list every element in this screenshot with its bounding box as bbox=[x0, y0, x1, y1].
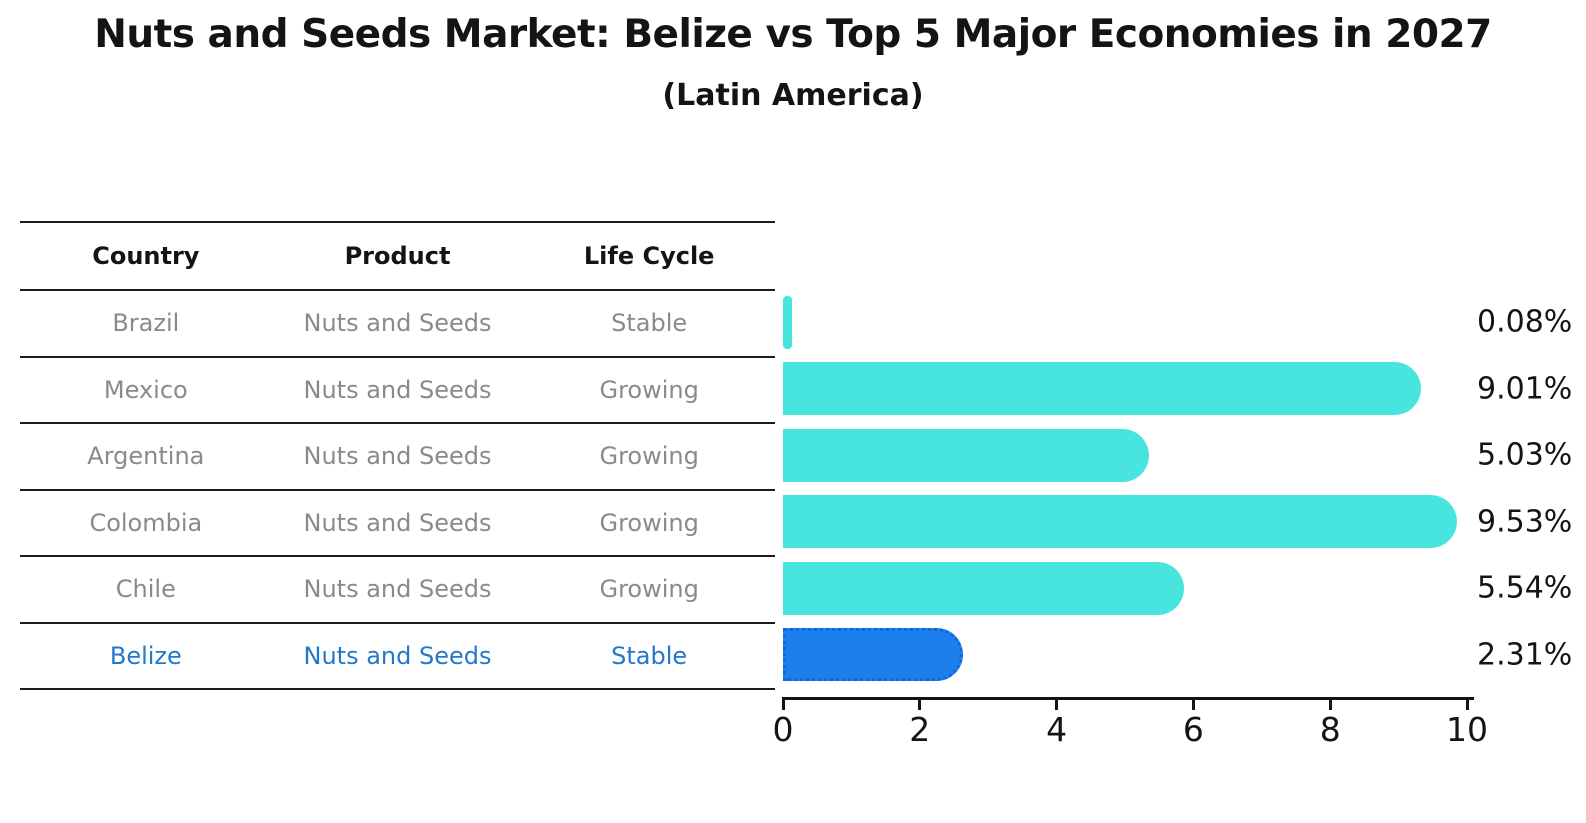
bar-brazil bbox=[783, 295, 793, 349]
chart-title: Nuts and Seeds Market: Belize vs Top 5 M… bbox=[94, 12, 1492, 57]
country-cell: Belize bbox=[109, 641, 182, 670]
col-header-product: Product bbox=[344, 242, 451, 270]
life-cycle-cell: Growing bbox=[599, 442, 699, 471]
x-axis-line bbox=[783, 697, 1474, 700]
country-cell: Brazil bbox=[112, 309, 180, 338]
x-tick-label: 0 bbox=[772, 710, 794, 749]
life-cycle-cell: Growing bbox=[599, 375, 699, 404]
table-row: Mexico Nuts and Seeds Growing bbox=[20, 358, 775, 424]
country-table: Country Product Life Cycle Brazil Nuts an… bbox=[20, 221, 775, 690]
value-label-brazil: 0.08% bbox=[1477, 304, 1573, 340]
table-row: Brazil Nuts and Seeds Stable bbox=[20, 291, 775, 358]
bar-argentina bbox=[783, 428, 1150, 482]
x-tick-label: 10 bbox=[1446, 710, 1488, 749]
bar-chile bbox=[783, 561, 1184, 615]
x-tick-label: 6 bbox=[1182, 710, 1204, 749]
x-tick-label: 2 bbox=[909, 710, 931, 749]
product-cell: Nuts and Seeds bbox=[303, 641, 492, 670]
product-cell: Nuts and Seeds bbox=[303, 375, 492, 404]
table-row: Chile Nuts and Seeds Growing bbox=[20, 557, 775, 624]
value-label-argentina: 5.03% bbox=[1477, 437, 1573, 473]
product-cell: Nuts and Seeds bbox=[303, 309, 492, 338]
chart-subtitle: (Latin America) bbox=[662, 78, 924, 113]
life-cycle-cell: Stable bbox=[611, 641, 688, 670]
table-body: Brazil Nuts and Seeds Stable Mexico Nuts and… bbox=[20, 291, 775, 690]
country-cell: Chile bbox=[115, 575, 176, 604]
table-row: Colombia Nuts and Seeds Growing bbox=[20, 491, 775, 557]
country-cell: Colombia bbox=[89, 508, 203, 537]
product-cell: Nuts and Seeds bbox=[303, 575, 492, 604]
product-cell: Nuts and Seeds bbox=[303, 442, 492, 471]
value-label-chile: 5.54% bbox=[1477, 570, 1573, 606]
value-label-colombia: 9.53% bbox=[1477, 504, 1573, 540]
col-header-life-cycle: Life Cycle bbox=[583, 242, 715, 270]
country-cell: Argentina bbox=[87, 442, 205, 471]
col-header-country: Country bbox=[92, 242, 200, 270]
bar-colombia bbox=[783, 495, 1457, 549]
life-cycle-cell: Growing bbox=[599, 575, 699, 604]
value-label-belize: 2.31% bbox=[1477, 637, 1573, 673]
bar-mexico bbox=[783, 362, 1422, 416]
product-cell: Nuts and Seeds bbox=[303, 508, 492, 537]
x-tick-mark bbox=[1328, 697, 1332, 710]
x-tick-label: 4 bbox=[1046, 710, 1068, 749]
x-tick-mark bbox=[1465, 697, 1469, 710]
bar-belize bbox=[783, 628, 963, 682]
life-cycle-cell: Stable bbox=[611, 309, 688, 338]
x-tick-mark bbox=[918, 697, 922, 710]
table-row: Argentina Nuts and Seeds Growing bbox=[20, 424, 775, 491]
table-row: Belize Nuts and Seeds Stable bbox=[20, 624, 775, 690]
x-tick-mark bbox=[1055, 697, 1059, 710]
x-tick-label: 8 bbox=[1319, 710, 1341, 749]
table-header-row: Country Product Life Cycle bbox=[20, 223, 775, 291]
value-label-mexico: 9.01% bbox=[1477, 371, 1573, 407]
x-tick-mark bbox=[1191, 697, 1195, 710]
country-cell: Mexico bbox=[103, 375, 188, 404]
life-cycle-cell: Growing bbox=[599, 508, 699, 537]
x-tick-mark bbox=[781, 697, 785, 710]
